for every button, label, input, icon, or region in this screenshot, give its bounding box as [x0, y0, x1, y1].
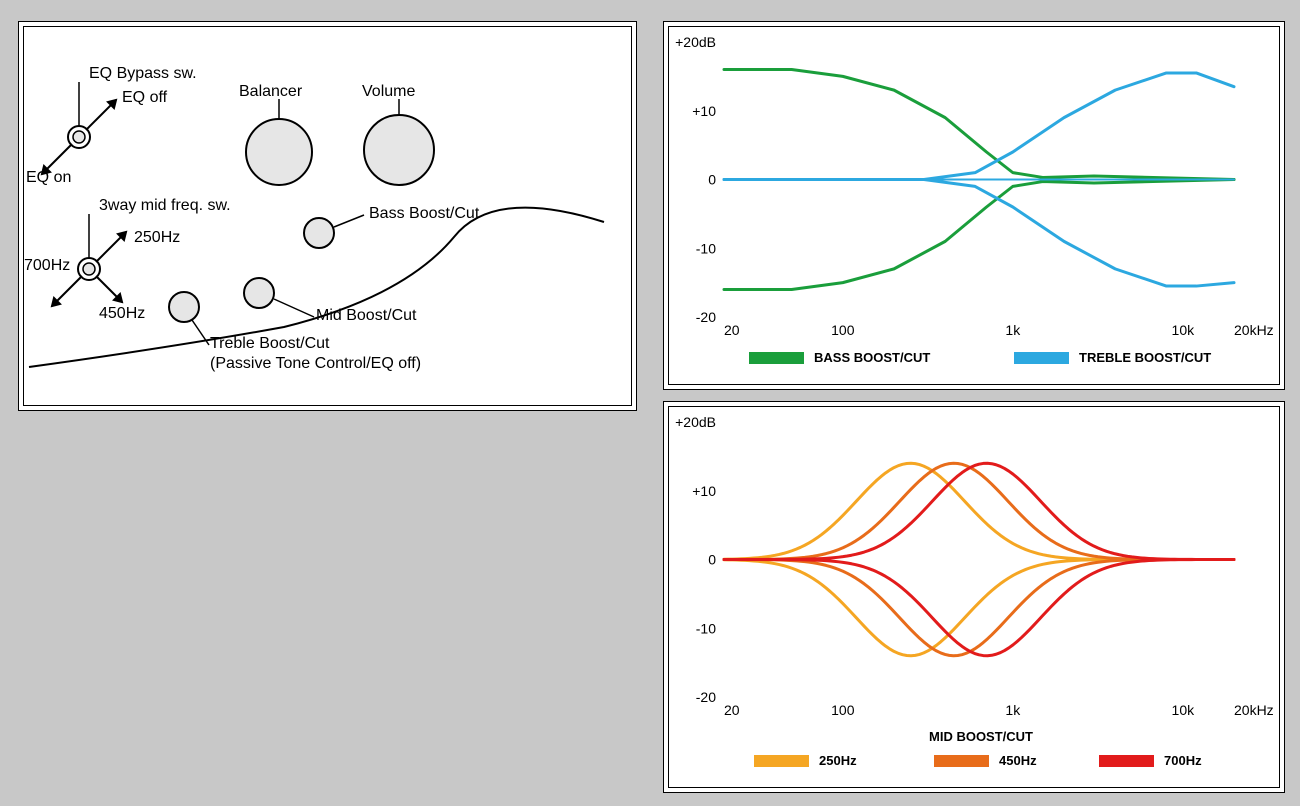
controls-panel-inner: EQ Bypass sw. EQ off EQ on Balancer Volu…: [23, 26, 632, 406]
svg-text:+10: +10: [692, 103, 716, 119]
f700-label: 700Hz: [24, 257, 70, 275]
svg-text:+10: +10: [692, 483, 716, 499]
volume-label: Volume: [362, 83, 415, 101]
svg-text:+20dB: +20dB: [675, 34, 716, 50]
svg-text:+20dB: +20dB: [675, 414, 716, 430]
svg-text:0: 0: [708, 552, 716, 568]
chart1-plot: +20dB +10 0 -10 -20 20 100 1k 10k 20kHz: [669, 27, 1279, 384]
svg-text:-10: -10: [696, 620, 716, 636]
chart2-panel: +20dB +10 0 -10 -20 20 100 1k 10k 20kHz MID BOOST…: [663, 401, 1285, 793]
svg-text:1k: 1k: [1005, 702, 1021, 718]
eq-on-label: EQ on: [26, 169, 71, 187]
m250-legend-label: 250Hz: [819, 753, 857, 768]
m700-legend-label: 700Hz: [1164, 753, 1202, 768]
svg-text:-20: -20: [696, 689, 716, 705]
chart1-inner: +20dB +10 0 -10 -20 20 100 1k 10k 20kHz BASS BOOS…: [668, 26, 1280, 385]
svg-text:0: 0: [708, 172, 716, 188]
mid-freq-label: 3way mid freq. sw.: [99, 197, 231, 215]
f450-label: 450Hz: [99, 305, 145, 323]
m450-legend-label: 450Hz: [999, 753, 1037, 768]
svg-text:-10: -10: [696, 240, 716, 256]
chart2-title: MID BOOST/CUT: [929, 729, 1033, 744]
bass-label: Bass Boost/Cut: [369, 205, 479, 223]
svg-text:20kHz: 20kHz: [1234, 702, 1274, 718]
treble-legend-label: TREBLE BOOST/CUT: [1079, 350, 1211, 365]
eq-bypass-label: EQ Bypass sw.: [89, 65, 197, 83]
chart2-inner: +20dB +10 0 -10 -20 20 100 1k 10k 20kHz MID BOOST…: [668, 406, 1280, 788]
balancer-label: Balancer: [239, 83, 302, 101]
m450-swatch: [934, 755, 989, 767]
m250-swatch: [754, 755, 809, 767]
f250-label: 250Hz: [134, 229, 180, 247]
svg-text:20: 20: [724, 702, 740, 718]
svg-text:10k: 10k: [1172, 322, 1196, 338]
svg-text:20kHz: 20kHz: [1234, 322, 1274, 338]
treble-swatch: [1014, 352, 1069, 364]
bass-legend-label: BASS BOOST/CUT: [814, 350, 930, 365]
svg-text:100: 100: [831, 702, 855, 718]
eq-off-label: EQ off: [122, 89, 167, 107]
svg-text:20: 20: [724, 322, 740, 338]
svg-text:1k: 1k: [1005, 322, 1021, 338]
passive-label: (Passive Tone Control/EQ off): [210, 355, 421, 373]
svg-text:-20: -20: [696, 309, 716, 325]
controls-panel: EQ Bypass sw. EQ off EQ on Balancer Volu…: [18, 21, 637, 411]
m700-swatch: [1099, 755, 1154, 767]
mid-label: Mid Boost/Cut: [316, 307, 416, 325]
treble-label: Treble Boost/Cut: [210, 335, 329, 353]
chart1-panel: +20dB +10 0 -10 -20 20 100 1k 10k 20kHz BASS BOOS…: [663, 21, 1285, 390]
svg-text:100: 100: [831, 322, 855, 338]
bass-swatch: [749, 352, 804, 364]
svg-text:10k: 10k: [1172, 702, 1196, 718]
